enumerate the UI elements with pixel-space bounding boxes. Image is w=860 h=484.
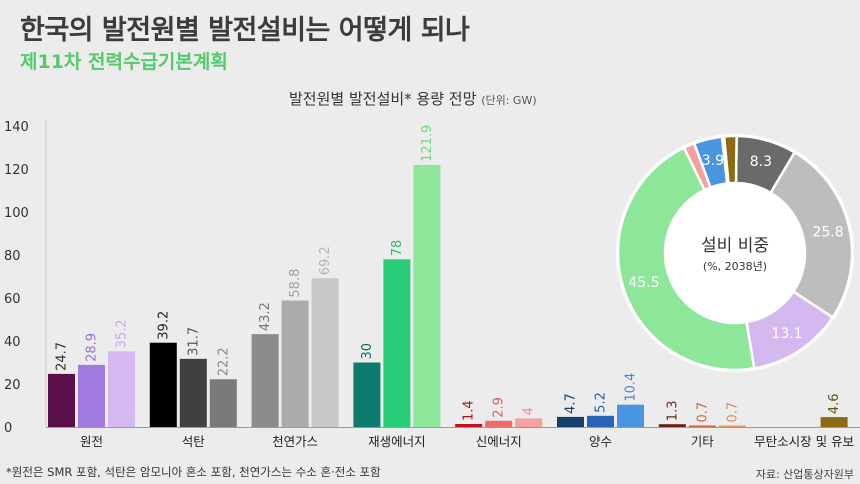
bar xyxy=(149,342,177,427)
bar-value-label: 24.7 xyxy=(55,342,70,371)
y-tick-label: 140 xyxy=(4,120,29,135)
bar-value-label: 58.8 xyxy=(288,269,303,298)
chart-unit: (단위: GW) xyxy=(481,94,537,107)
bar xyxy=(515,418,543,427)
bar xyxy=(311,278,339,427)
y-tick-label: 40 xyxy=(4,335,21,350)
bar-value-label: 31.7 xyxy=(186,327,201,356)
bar xyxy=(383,259,411,427)
y-tick-label: 60 xyxy=(4,292,21,307)
bar-value-label: 4 xyxy=(522,407,537,415)
bar xyxy=(587,415,614,427)
category-label: 원전 xyxy=(80,434,103,449)
bar-value-label: 4.7 xyxy=(564,393,579,414)
category-label: 양수 xyxy=(589,434,612,449)
donut-slice-label: 25.8 xyxy=(812,225,843,241)
donut-slice xyxy=(616,146,756,372)
bar xyxy=(557,416,584,427)
bar-value-label: 28.9 xyxy=(85,333,100,362)
y-tick-label: 100 xyxy=(4,206,29,221)
bar xyxy=(485,420,513,427)
bar xyxy=(617,404,644,427)
bar-value-label: 121.9 xyxy=(420,125,435,162)
bar xyxy=(688,425,716,427)
bar-value-label: 22.2 xyxy=(216,347,231,376)
chart-title: 발전원별 발전설비* 용량 전망 (단위: GW) xyxy=(289,88,537,109)
bar xyxy=(281,300,309,427)
footnote: *원전은 SMR 포함, 석탄은 암모니아 혼소 포함, 천연가스는 수소 혼·… xyxy=(6,465,381,479)
donut-slice-label: 45.5 xyxy=(628,275,659,291)
bar xyxy=(658,424,686,427)
bar-value-label: 39.2 xyxy=(156,311,171,340)
donut-slice xyxy=(722,134,738,185)
donut-slice-label: 8.3 xyxy=(750,154,772,170)
bar-value-label: 1.3 xyxy=(665,401,680,422)
donut-hole xyxy=(666,184,804,322)
source-credit: 자료: 산업통상자원부 xyxy=(755,468,854,481)
page-subtitle: 제11차 전력수급기본계획 xyxy=(20,51,228,73)
bar xyxy=(209,379,237,427)
bar-value-label: 35.2 xyxy=(115,319,130,348)
y-tick-label: 0 xyxy=(4,421,12,436)
donut-center-subtitle: (%, 2038년) xyxy=(703,260,767,273)
y-tick-label: 80 xyxy=(4,249,21,264)
bar-value-label: 0.7 xyxy=(695,402,710,423)
bar xyxy=(353,362,381,427)
bar xyxy=(820,417,848,427)
bar xyxy=(413,164,441,428)
bar-value-label: 0.7 xyxy=(725,402,740,423)
bar-value-label: 43.2 xyxy=(258,302,273,331)
category-label: 무탄소시장 및 유보 xyxy=(754,434,854,449)
donut-slice-label: 3.9 xyxy=(702,153,724,169)
bar xyxy=(251,334,279,427)
donut-slice-label: 13.1 xyxy=(771,326,802,342)
bar-value-label: 10.4 xyxy=(624,373,639,402)
donut-center-title: 설비 비중 xyxy=(701,236,769,256)
bar-value-label: 78 xyxy=(390,240,405,257)
bar-value-label: 1.4 xyxy=(462,400,477,421)
bar-value-label: 4.6 xyxy=(827,393,842,414)
bar xyxy=(455,423,483,427)
bar-value-label: 30 xyxy=(360,343,375,360)
category-label: 석탄 xyxy=(182,434,206,449)
bar-value-label: 5.2 xyxy=(594,392,609,413)
y-tick-label: 20 xyxy=(4,378,21,393)
category-label: 재생에너지 xyxy=(368,434,426,449)
category-label: 천연가스 xyxy=(272,434,318,449)
bar xyxy=(78,364,105,427)
bar xyxy=(718,425,746,427)
bar xyxy=(48,373,75,427)
bar xyxy=(179,358,207,427)
bar-value-label: 69.2 xyxy=(318,246,333,275)
category-label: 신에너지 xyxy=(476,434,522,449)
donut-slice xyxy=(768,150,854,320)
bar xyxy=(108,351,135,427)
bar-value-label: 2.9 xyxy=(492,397,507,418)
page-title: 한국의 발전원별 발전설비는 어떻게 되나 xyxy=(20,15,470,46)
chart-title-text: 발전원별 발전설비* 용량 전망 xyxy=(289,90,477,108)
category-label: 기타 xyxy=(691,434,715,449)
y-tick-label: 120 xyxy=(4,163,29,178)
